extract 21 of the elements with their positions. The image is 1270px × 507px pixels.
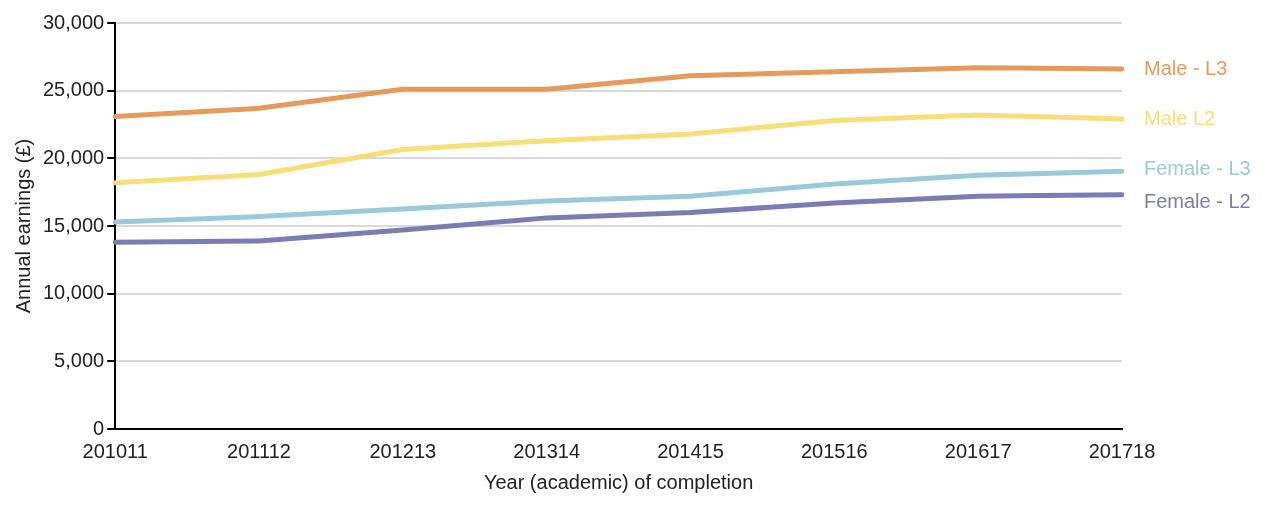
y-tick-label: 20,000: [43, 145, 105, 168]
series-label: Female - L3: [1144, 156, 1251, 179]
series-label: Female - L2: [1144, 190, 1251, 213]
x-tick-label: 201314: [513, 439, 581, 462]
x-tick-label: 201011: [82, 439, 148, 462]
y-tick-label: 30,000: [43, 10, 105, 33]
y-tick-label: 25,000: [43, 78, 105, 101]
x-tick-label: 201516: [800, 439, 868, 462]
x-tick-label: 201617: [944, 439, 1012, 462]
y-tick-label: 10,000: [43, 281, 105, 304]
y-tick-label: 5,000: [54, 348, 105, 371]
y-tick-label: 0: [93, 416, 105, 439]
x-tick-label: 201213: [369, 439, 437, 462]
x-tick-label: 201415: [657, 439, 724, 462]
series-label: Male - L3: [1144, 56, 1228, 79]
y-tick-label: 15,000: [43, 213, 105, 236]
x-tick-label: 201112: [227, 439, 291, 462]
series-label: Male L2: [1144, 106, 1216, 129]
x-tick-label: 201718: [1088, 439, 1156, 462]
y-axis-title: Annual earnings (£): [11, 138, 34, 314]
x-axis-title: Year (academic) of completion: [483, 470, 754, 493]
